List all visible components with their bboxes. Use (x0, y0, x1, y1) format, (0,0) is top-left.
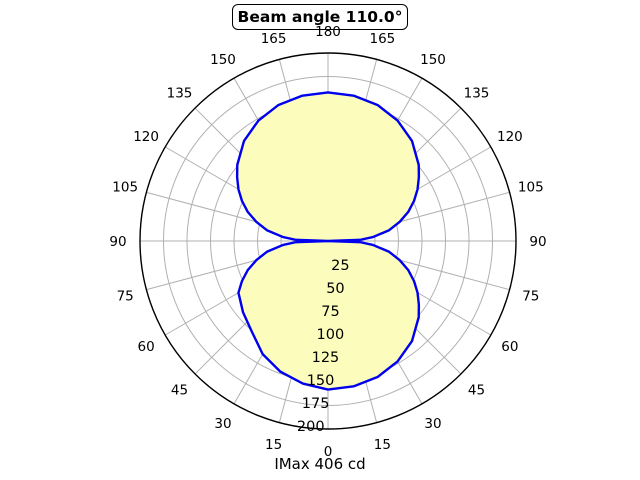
angular-tick-label: 15 (265, 437, 282, 453)
angular-tick-label: 45 (171, 383, 188, 399)
angular-tick-label: 75 (522, 288, 539, 304)
page-title: Beam angle 110.0° (237, 8, 403, 26)
intensity-curve-line (235, 91, 421, 391)
radial-tick-label: 75 (321, 304, 339, 320)
angular-tick-label: 165 (370, 31, 396, 47)
angular-tick-label: 90 (529, 234, 546, 250)
angular-tick-label: 165 (261, 31, 287, 47)
angular-tick-label: 105 (112, 180, 138, 196)
angular-tick-label: 135 (167, 86, 193, 102)
angular-tick-label: 90 (109, 234, 126, 250)
angular-tick-label: 135 (464, 86, 490, 102)
imax-annotation: IMax 406 cd (274, 455, 366, 473)
angular-tick-label: 60 (138, 339, 155, 355)
angular-tick-label: 120 (497, 129, 523, 145)
angular-tick-labels: 0 15 30 45 60 75 90 105 120 135 150 165 180 165 150 135… (109, 24, 546, 460)
angular-tick-label: 45 (468, 383, 485, 399)
radial-tick-label: 150 (307, 373, 335, 389)
radial-tick-label: 50 (326, 281, 344, 297)
intensity-curve-fill (237, 92, 419, 390)
angular-tick-label: 150 (420, 52, 446, 68)
angular-tick-label: 60 (501, 339, 518, 355)
radial-tick-label: 25 (331, 258, 349, 274)
angular-tick-label: 105 (518, 180, 544, 196)
angular-tick-label: 75 (117, 288, 134, 304)
angular-tick-label: 30 (424, 416, 441, 432)
angular-tick-label: 15 (374, 437, 391, 453)
radial-tick-label: 125 (312, 350, 340, 366)
angular-tick-label: 180 (315, 24, 341, 40)
angular-tick-label: 30 (214, 416, 231, 432)
angular-tick-label: 0 (324, 444, 333, 460)
radial-tick-label: 200 (297, 419, 325, 435)
angular-tick-label: 120 (133, 129, 159, 145)
chart-title-box: Beam angle 110.0° (232, 4, 408, 30)
radial-tick-label: 175 (302, 396, 330, 412)
polar-outer-boundary (139, 52, 517, 430)
radial-tick-labels: 25 50 75 100 125 150 175 200 (297, 258, 350, 435)
angular-tick-label: 150 (210, 52, 236, 68)
radial-tick-label: 100 (317, 327, 345, 343)
